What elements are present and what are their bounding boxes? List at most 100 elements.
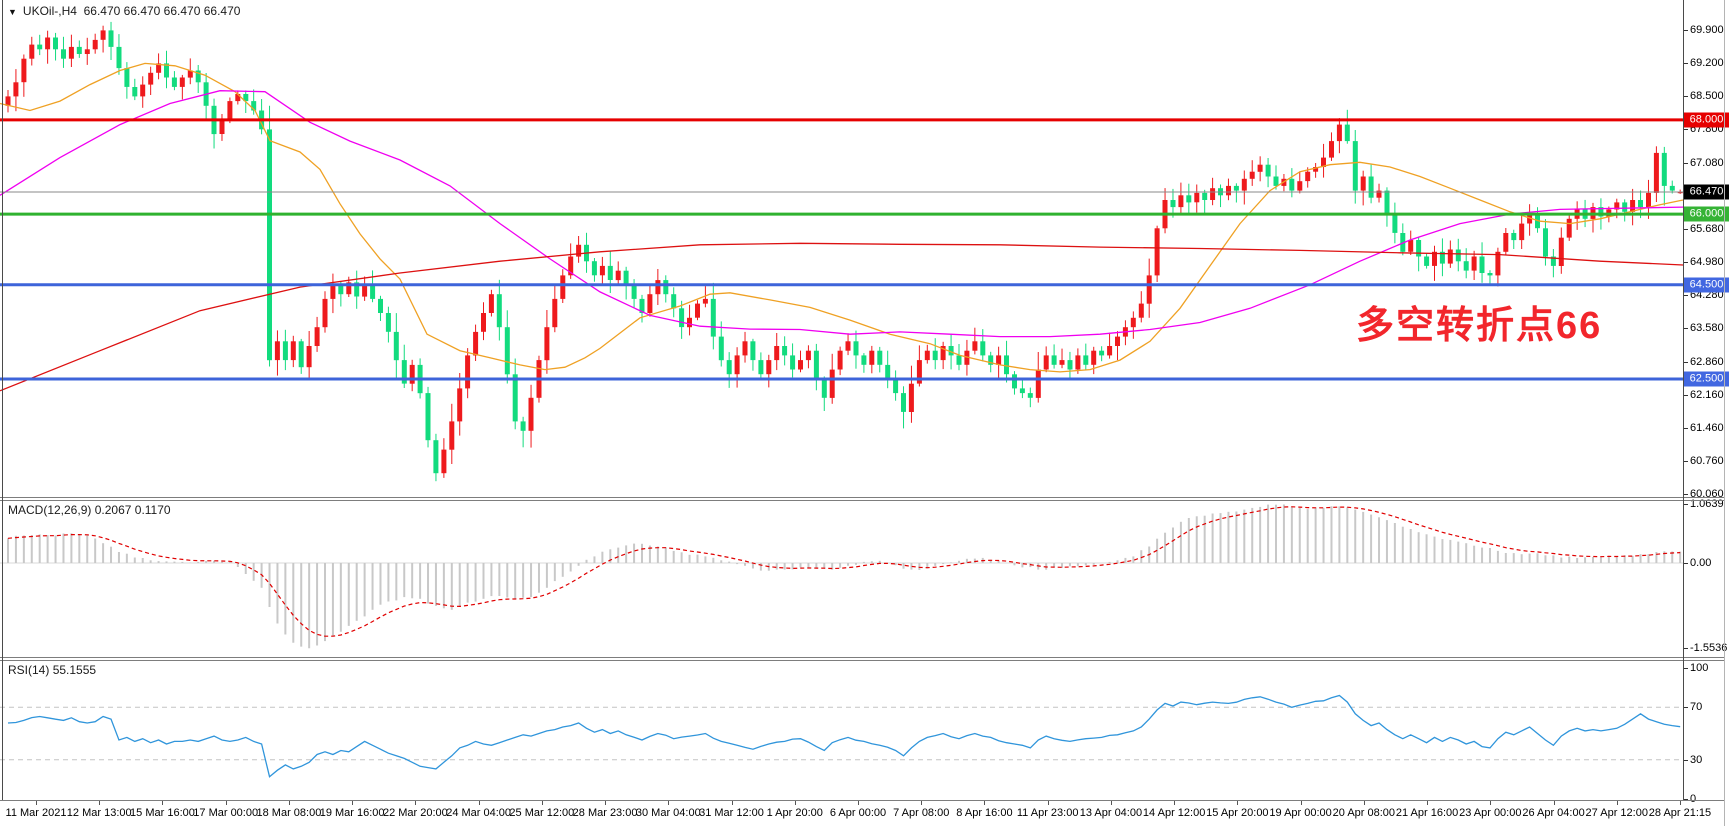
candle[interactable] — [425, 386, 431, 448]
candle[interactable] — [861, 353, 867, 373]
panel-separator[interactable] — [0, 657, 1724, 658]
candle[interactable] — [576, 236, 582, 263]
candle[interactable] — [1519, 215, 1525, 249]
candle[interactable] — [1368, 164, 1374, 204]
candle[interactable] — [1566, 213, 1572, 241]
candle[interactable] — [1035, 352, 1041, 403]
candle[interactable] — [1091, 346, 1097, 375]
candle[interactable] — [21, 54, 27, 97]
candle[interactable] — [132, 78, 138, 101]
candle[interactable] — [488, 289, 494, 317]
candle[interactable] — [1162, 188, 1168, 234]
candle[interactable] — [663, 275, 669, 303]
candle[interactable] — [362, 276, 368, 301]
candle[interactable] — [893, 370, 899, 401]
symbol-dropdown-icon[interactable]: ▼ — [8, 7, 17, 17]
candle[interactable] — [1154, 225, 1160, 282]
candle[interactable] — [512, 358, 518, 430]
candle[interactable] — [385, 306, 391, 343]
candle[interactable] — [647, 283, 653, 317]
candle[interactable] — [1233, 183, 1239, 203]
candle[interactable] — [544, 310, 550, 374]
candle[interactable] — [639, 294, 645, 323]
candle[interactable] — [1336, 118, 1342, 154]
candle[interactable] — [718, 321, 724, 367]
candle[interactable] — [1384, 187, 1390, 227]
candle[interactable] — [750, 338, 756, 371]
candle[interactable] — [449, 403, 455, 464]
price-chart-canvas[interactable] — [0, 0, 1684, 497]
candle[interactable] — [1305, 167, 1311, 188]
candle[interactable] — [1138, 291, 1144, 323]
candle[interactable] — [1202, 189, 1208, 213]
candle[interactable] — [1344, 109, 1350, 144]
candle[interactable] — [837, 346, 843, 376]
candle[interactable] — [1376, 183, 1382, 203]
candle[interactable] — [1099, 346, 1105, 362]
candle[interactable] — [45, 30, 51, 64]
ma-slow-red[interactable] — [0, 242, 1684, 392]
candle[interactable] — [1495, 247, 1501, 287]
candle[interactable] — [1067, 351, 1073, 380]
candle[interactable] — [290, 335, 296, 368]
candle[interactable] — [68, 34, 74, 67]
candle[interactable] — [13, 69, 19, 112]
candle[interactable] — [1226, 178, 1231, 201]
candle[interactable] — [1194, 184, 1200, 213]
panel-separator[interactable] — [0, 497, 1724, 498]
candle[interactable] — [1019, 379, 1025, 399]
candle[interactable] — [76, 40, 82, 58]
candle[interactable] — [1313, 163, 1319, 178]
candle[interactable] — [274, 330, 280, 376]
candle[interactable] — [1622, 199, 1628, 222]
candle[interactable] — [1392, 202, 1398, 244]
candle[interactable] — [782, 336, 788, 366]
candle[interactable] — [298, 338, 304, 374]
candle[interactable] — [1630, 188, 1636, 226]
rsi-canvas[interactable] — [0, 661, 1684, 800]
candle[interactable] — [1503, 228, 1509, 256]
candle[interactable] — [148, 66, 154, 95]
candle[interactable] — [92, 33, 98, 54]
candle[interactable] — [306, 331, 312, 380]
candle[interactable] — [996, 346, 1002, 379]
candle[interactable] — [980, 329, 986, 362]
candle[interactable] — [552, 284, 558, 333]
candle[interactable] — [790, 343, 796, 378]
candle[interactable] — [1027, 387, 1033, 408]
candle[interactable] — [61, 36, 66, 68]
candle[interactable] — [1083, 343, 1089, 370]
candle[interactable] — [1550, 249, 1556, 278]
candle[interactable] — [282, 329, 288, 371]
candle[interactable] — [1487, 270, 1493, 285]
candle[interactable] — [726, 352, 732, 388]
annotation-text[interactable]: 多空转折点66 — [1356, 305, 1603, 347]
candle[interactable] — [140, 76, 146, 108]
candle[interactable] — [116, 34, 122, 75]
candle[interactable] — [441, 438, 447, 478]
candle[interactable] — [203, 73, 209, 119]
candle[interactable] — [219, 114, 225, 141]
candle[interactable] — [393, 313, 399, 378]
candle[interactable] — [1249, 160, 1255, 186]
candle[interactable] — [798, 350, 803, 373]
rsi-line[interactable] — [7, 694, 1681, 778]
candle[interactable] — [853, 330, 859, 369]
candle[interactable] — [1360, 170, 1366, 206]
candle[interactable] — [528, 384, 534, 448]
candle[interactable] — [29, 36, 35, 66]
candle[interactable] — [1107, 332, 1113, 359]
candle[interactable] — [599, 256, 605, 286]
candle[interactable] — [821, 376, 827, 411]
candle[interactable] — [1241, 170, 1247, 205]
candle[interactable] — [615, 261, 621, 284]
candle[interactable] — [1329, 132, 1334, 161]
candle[interactable] — [1511, 229, 1517, 249]
panel-separator[interactable] — [0, 500, 1724, 501]
candle[interactable] — [235, 90, 241, 105]
candle[interactable] — [742, 331, 748, 363]
candle[interactable] — [481, 302, 486, 341]
candle[interactable] — [100, 25, 106, 53]
candle[interactable] — [679, 300, 685, 339]
candle[interactable] — [734, 347, 740, 388]
